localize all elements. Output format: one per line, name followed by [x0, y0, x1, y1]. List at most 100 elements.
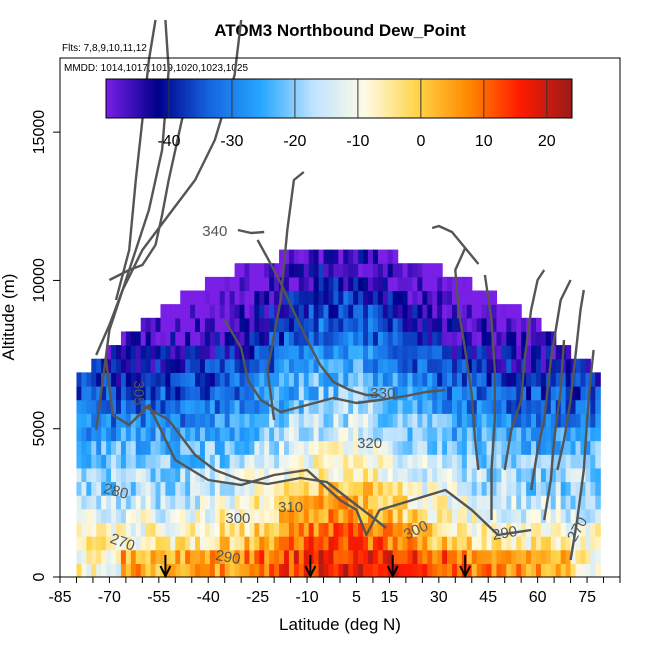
colorbar-tick-label: 0 — [416, 133, 425, 150]
dew-point-cell — [254, 345, 260, 360]
dew-point-cell — [377, 467, 384, 483]
dew-point-cell — [565, 345, 572, 360]
dew-point-cell — [511, 536, 517, 551]
dew-point-cell — [452, 454, 458, 469]
dew-point-cell — [417, 467, 423, 483]
dew-point-cell — [298, 508, 305, 524]
dew-point-cell — [284, 536, 290, 551]
dew-point-cell — [461, 290, 468, 305]
dew-point-cell — [96, 522, 102, 537]
dew-point-cell — [76, 454, 83, 469]
dew-point-cell — [313, 549, 320, 564]
dew-point-cell — [229, 467, 236, 483]
dew-point-cell — [209, 276, 216, 292]
dew-point-cell — [422, 358, 428, 373]
dew-point-cell — [244, 317, 251, 333]
dew-point-cell — [209, 508, 216, 524]
dew-point-cell — [402, 304, 409, 319]
dew-point-cell — [224, 481, 231, 496]
dew-point-cell — [125, 345, 132, 360]
colorbar-segment — [408, 79, 412, 118]
dew-point-cell — [417, 276, 423, 292]
dew-point-cell — [190, 481, 196, 496]
dew-point-cell — [125, 467, 132, 483]
dew-point-cell — [343, 522, 349, 537]
dew-point-cell — [476, 386, 483, 401]
dew-point-cell — [333, 317, 339, 333]
dew-point-cell — [442, 440, 448, 455]
dew-point-cell — [284, 413, 290, 428]
dew-point-cell — [165, 495, 171, 510]
dew-point-cell — [160, 372, 167, 387]
dew-point-cell — [595, 372, 601, 387]
colorbar-segment — [200, 79, 205, 118]
dew-point-cell — [86, 495, 92, 510]
dew-point-cell — [407, 263, 414, 278]
dew-point-cell — [308, 263, 315, 278]
dew-point-cell — [417, 331, 423, 346]
dew-point-cell — [111, 345, 117, 360]
dew-point-cell — [565, 372, 572, 387]
dew-point-cell — [195, 536, 201, 551]
dew-point-cell — [476, 426, 483, 442]
dew-point-cell — [185, 386, 191, 401]
dew-point-cell — [185, 481, 191, 496]
dew-point-cell — [293, 290, 300, 305]
dew-point-cell — [422, 536, 428, 551]
dew-point-cell — [106, 399, 112, 414]
dew-point-cell — [397, 290, 404, 305]
dew-point-cell — [308, 386, 315, 401]
dew-point-cell — [471, 290, 478, 305]
dew-point-cell — [293, 495, 300, 510]
theta-contour-line — [266, 171, 305, 421]
y-tick-label: 15000 — [31, 110, 48, 155]
dew-point-cell — [323, 495, 330, 510]
dew-point-cell — [506, 549, 512, 564]
dew-point-cell — [76, 386, 83, 401]
dew-point-cell — [155, 440, 162, 455]
dew-point-cell — [363, 481, 369, 496]
dew-point-cell — [481, 372, 488, 387]
dew-point-cell — [116, 440, 122, 455]
dew-point-cell — [442, 536, 448, 551]
dew-point-cell — [160, 440, 167, 455]
dew-point-cell — [274, 508, 280, 524]
dew-point-cell — [293, 249, 300, 264]
dew-point-cell — [254, 549, 260, 564]
dew-point-cell — [190, 522, 196, 537]
dew-point-cell — [130, 345, 137, 360]
dew-point-cell — [437, 549, 443, 564]
dew-point-cell — [101, 426, 107, 442]
dew-point-cell — [456, 549, 463, 564]
dew-point-cell — [224, 372, 231, 387]
dew-point-cell — [200, 481, 206, 496]
dew-point-cell — [550, 426, 557, 442]
dew-point-cell — [165, 317, 171, 333]
dew-point-cell — [180, 467, 186, 483]
dew-point-cell — [461, 426, 468, 442]
dew-point-cell — [303, 549, 310, 564]
dew-point-cell — [526, 495, 532, 510]
dew-point-cell — [590, 467, 596, 483]
colorbar-segment — [420, 79, 425, 118]
dew-point-cell — [200, 426, 206, 442]
dew-point-cell — [76, 426, 83, 442]
dew-point-cell — [461, 386, 468, 401]
dew-point-cell — [135, 536, 142, 551]
dew-point-cell — [417, 549, 423, 564]
dew-point-cell — [313, 345, 320, 360]
dew-point-cell — [437, 508, 443, 524]
dew-point-cell — [101, 399, 107, 414]
dew-point-cell — [387, 440, 394, 455]
colorbar-segment — [253, 79, 258, 118]
colorbar-segment — [351, 79, 356, 118]
dew-point-cell — [91, 372, 97, 387]
dew-point-cell — [284, 508, 290, 524]
dew-point-cell — [185, 440, 191, 455]
dew-point-cell — [125, 454, 132, 469]
dew-point-cell — [214, 372, 221, 387]
dew-point-cell — [372, 536, 379, 551]
dew-point-cell — [580, 426, 587, 442]
dew-point-cell — [298, 276, 305, 292]
dew-point-cell — [516, 454, 522, 469]
